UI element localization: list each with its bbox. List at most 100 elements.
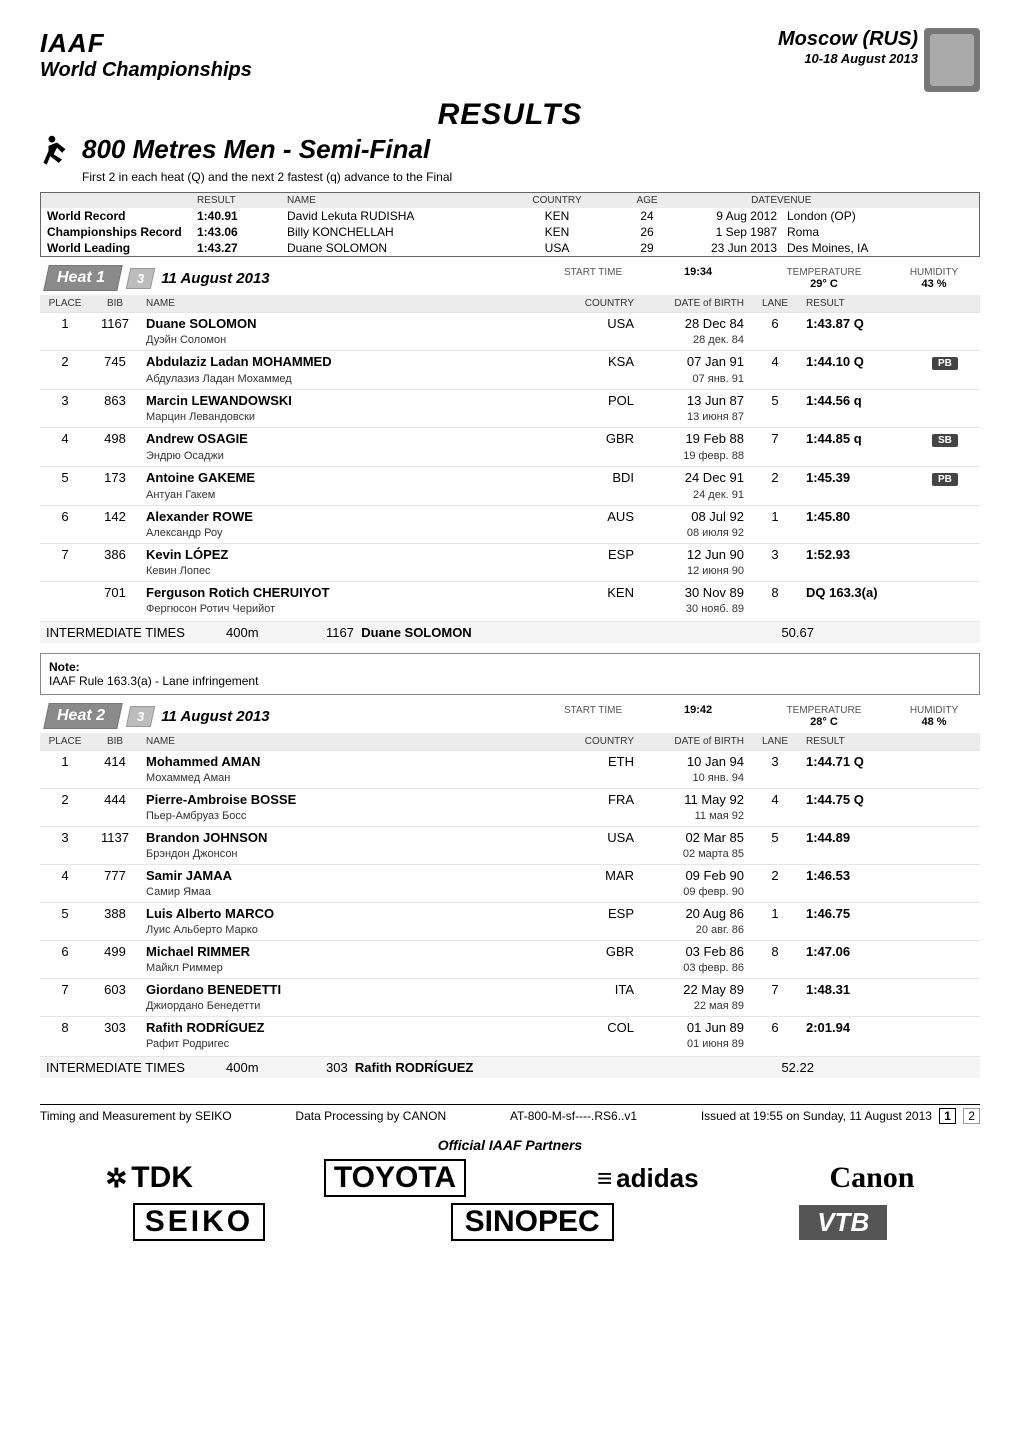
footer-processing: Data Processing by CANON [295, 1109, 446, 1123]
intermediate-row: INTERMEDIATE TIMES 400m 1167 Duane SOLOM… [40, 622, 980, 644]
cell-lane: 7 [750, 979, 800, 1001]
col-country: COUNTRY [560, 295, 640, 313]
partner-toyota: TOYOTA [324, 1159, 466, 1197]
col-name: NAME [140, 733, 560, 751]
inter-dist: 400m [220, 622, 320, 644]
footer-pages: 2 [963, 1108, 980, 1124]
cell-place: 5 [40, 467, 90, 490]
temperature-label: TEMPERATURE [754, 267, 894, 278]
event-logo [924, 28, 980, 92]
cell-name-alt: Рафит Родригес [140, 1038, 560, 1054]
cell-lane: 4 [750, 351, 800, 374]
col-name: NAME [287, 195, 497, 206]
cell-name-alt: Марцин Левандовски [140, 411, 560, 428]
cell-name: Mohammed AMAN [140, 751, 560, 773]
record-venue: Des Moines, IA [777, 241, 947, 255]
cell-dob-alt: 19 февр. 88 [640, 450, 750, 467]
result-row: 4 777 Samir JAMAA MAR 09 Feb 90 2 1:46.5… [40, 865, 980, 887]
footer-issued: Issued at 19:55 on Sunday, 11 August 201… [701, 1109, 932, 1123]
inter-label: INTERMEDIATE TIMES [40, 622, 220, 644]
cell-badge [920, 313, 980, 335]
cell-country: ESP [560, 544, 640, 566]
cell-dob-alt: 07 янв. 91 [640, 373, 750, 390]
cell-badge [920, 865, 980, 887]
inter-athlete: 303 Rafith RODRÍGUEZ [320, 1057, 700, 1079]
result-row-alt: Фергюсон Ротич Черийот 30 нояб. 89 [40, 603, 980, 619]
record-age: 26 [617, 225, 677, 239]
result-row-alt: Мохаммед Аман 10 янв. 94 [40, 772, 980, 789]
cell-name: Samir JAMAA [140, 865, 560, 887]
col-date: DATE [677, 195, 777, 206]
record-date: 23 Jun 2013 [677, 241, 777, 255]
cell-lane: 6 [750, 1017, 800, 1039]
note-box: Note: IAAF Rule 163.3(a) - Lane infringe… [40, 653, 980, 695]
footer-code: AT-800-M-sf----.RS6..v1 [510, 1109, 637, 1123]
cell-name-alt: Фергюсон Ротич Черийот [140, 603, 560, 619]
cell-lane: 5 [750, 390, 800, 412]
record-date: 1 Sep 1987 [677, 225, 777, 239]
cell-name: Brandon JOHNSON [140, 827, 560, 849]
cell-dob-alt: 10 янв. 94 [640, 772, 750, 789]
cell-result: 1:44.56 q [800, 390, 920, 412]
record-venue: London (OP) [777, 209, 947, 223]
heat-chip: Heat 1 [43, 265, 123, 291]
record-label: World Record [47, 209, 197, 223]
cell-place: 6 [40, 941, 90, 963]
cell-lane: 1 [750, 903, 800, 925]
cell-name: Alexander ROWE [140, 506, 560, 528]
heat-block: Heat 1 3 11 August 2013 START TIME 19:34… [40, 261, 980, 643]
cell-result: 1:44.85 q [800, 428, 920, 451]
cell-dob: 28 Dec 84 [640, 313, 750, 335]
cell-country: FRA [560, 789, 640, 811]
record-result: 1:40.91 [197, 209, 287, 223]
cell-name-alt: Брэндон Джонсон [140, 848, 560, 865]
humidity: 48 % [894, 716, 974, 728]
cell-badge [920, 506, 980, 528]
cell-place: 3 [40, 827, 90, 849]
cell-name-alt: Дуэйн Соломон [140, 334, 560, 351]
cell-name: Antoine GAKEME [140, 467, 560, 490]
record-label: World Leading [47, 241, 197, 255]
cell-bib: 1137 [90, 827, 140, 849]
record-date: 9 Aug 2012 [677, 209, 777, 223]
cell-country: POL [560, 390, 640, 412]
cell-dob: 19 Feb 88 [640, 428, 750, 451]
col-dob: DATE of BIRTH [640, 733, 750, 751]
cell-lane: 3 [750, 751, 800, 773]
cell-country: COL [560, 1017, 640, 1039]
cell-country: ETH [560, 751, 640, 773]
cell-result: 1:46.53 [800, 865, 920, 887]
record-country: KEN [497, 225, 617, 239]
result-row: 701 Ferguson Rotich CHERUIYOT KEN 30 Nov… [40, 582, 980, 604]
col-result: RESULT [197, 195, 287, 206]
partner-vtb: VTB [799, 1205, 887, 1240]
cell-badge [920, 544, 980, 566]
partners-row-1: TDK TOYOTA adidas Canon [40, 1159, 980, 1197]
col-result: RESULT [800, 295, 920, 313]
cell-lane: 8 [750, 582, 800, 604]
cell-country: GBR [560, 941, 640, 963]
col-country: COUNTRY [497, 195, 617, 206]
cell-result: 1:44.71 Q [800, 751, 920, 773]
result-row: 5 173 Antoine GAKEME BDI 24 Dec 91 2 1:4… [40, 467, 980, 490]
cell-dob-alt: 30 нояб. 89 [640, 603, 750, 619]
cell-dob-alt: 11 мая 92 [640, 810, 750, 827]
cell-name-alt: Самир Ямаа [140, 886, 560, 903]
org-name: IAAF [40, 28, 252, 59]
cell-place: 8 [40, 1017, 90, 1039]
cell-dob: 11 May 92 [640, 789, 750, 811]
col-dob: DATE of BIRTH [640, 295, 750, 313]
intermediate-row: INTERMEDIATE TIMES 400m 303 Rafith RODRÍ… [40, 1057, 980, 1079]
start-time-label: START TIME [564, 705, 684, 716]
cell-badge [920, 789, 980, 811]
cell-badge: SB [920, 428, 980, 451]
cell-place: 5 [40, 903, 90, 925]
result-row-alt: Самир Ямаа 09 февр. 90 [40, 886, 980, 903]
footer-page: 1 [939, 1108, 956, 1124]
cell-name: Giordano BENEDETTI [140, 979, 560, 1001]
cell-name-alt: Джиордано Бенедетти [140, 1000, 560, 1017]
results-heading: RESULTS [40, 98, 980, 132]
record-country: KEN [497, 209, 617, 223]
cell-dob-alt: 24 дек. 91 [640, 489, 750, 506]
cell-result: 1:47.06 [800, 941, 920, 963]
